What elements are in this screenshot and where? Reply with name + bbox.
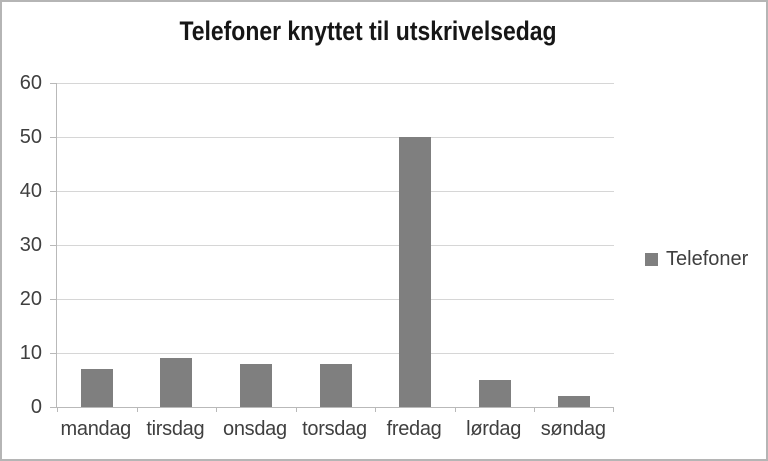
gridline-20 [57,299,614,300]
y-axis-labels: 0 10 20 30 40 50 60 [2,2,42,459]
x-axis-label-fredag: fredag [386,418,442,440]
bar-tirsdag [160,358,193,407]
y-axis-label-50: 50 [19,126,42,148]
y-axis-label-60: 60 [19,72,42,94]
bar-mandag [80,369,113,407]
y-axis-label-40: 40 [19,180,42,202]
bar-lørdag [478,380,511,407]
gridline-10 [57,353,614,354]
y-axis-tick-10 [50,353,57,354]
y-axis-label-0: 0 [30,396,42,418]
x-axis-label-onsdag: onsdag [223,418,287,440]
legend: Telefoner [645,248,748,271]
x-axis-tick-5 [454,407,456,412]
gridline-50 [57,137,614,138]
bar-torsdag [319,363,352,407]
bar-søndag [558,396,591,407]
x-axis-tick-7 [613,407,614,412]
x-axis-tick-2 [216,407,218,412]
y-axis-tick-20 [50,299,57,300]
y-axis-tick-60 [50,83,57,84]
gridline-30 [57,245,614,246]
x-axis-tick-1 [136,407,138,412]
gridline-60 [57,83,614,84]
y-axis-tick-30 [50,245,57,246]
x-axis-tick-6 [534,407,536,412]
x-axis-labels: mandag tirsdag onsdag torsdag fredag lørdag sø… [56,417,613,443]
x-axis-label-torsdag: torsdag [302,418,367,440]
y-axis-tick-40 [50,191,57,192]
y-axis-label-30: 30 [19,234,42,256]
legend-swatch-icon [645,253,658,266]
bar-onsdag [239,363,272,407]
y-axis-tick-0 [50,407,57,408]
x-axis-tick-0 [57,407,58,412]
x-axis-tick-3 [295,407,297,412]
y-axis-label-10: 10 [19,342,42,364]
x-axis-label-lørdag: lørdag [466,418,522,440]
bar-fredag [399,137,432,407]
gridline-40 [57,191,614,192]
x-axis-label-mandag: mandag [60,418,132,440]
y-axis-label-20: 20 [19,288,42,310]
y-axis-tick-50 [50,137,57,138]
legend-label: Telefoner [666,248,749,270]
x-axis-tick-4 [375,407,377,412]
x-axis-label-tirsdag: tirsdag [146,418,205,440]
x-axis-label-søndag: søndag [540,418,606,440]
chart-title: Telefoner knyttet til utskrivelsedag [179,16,557,46]
plot-area [50,83,614,412]
